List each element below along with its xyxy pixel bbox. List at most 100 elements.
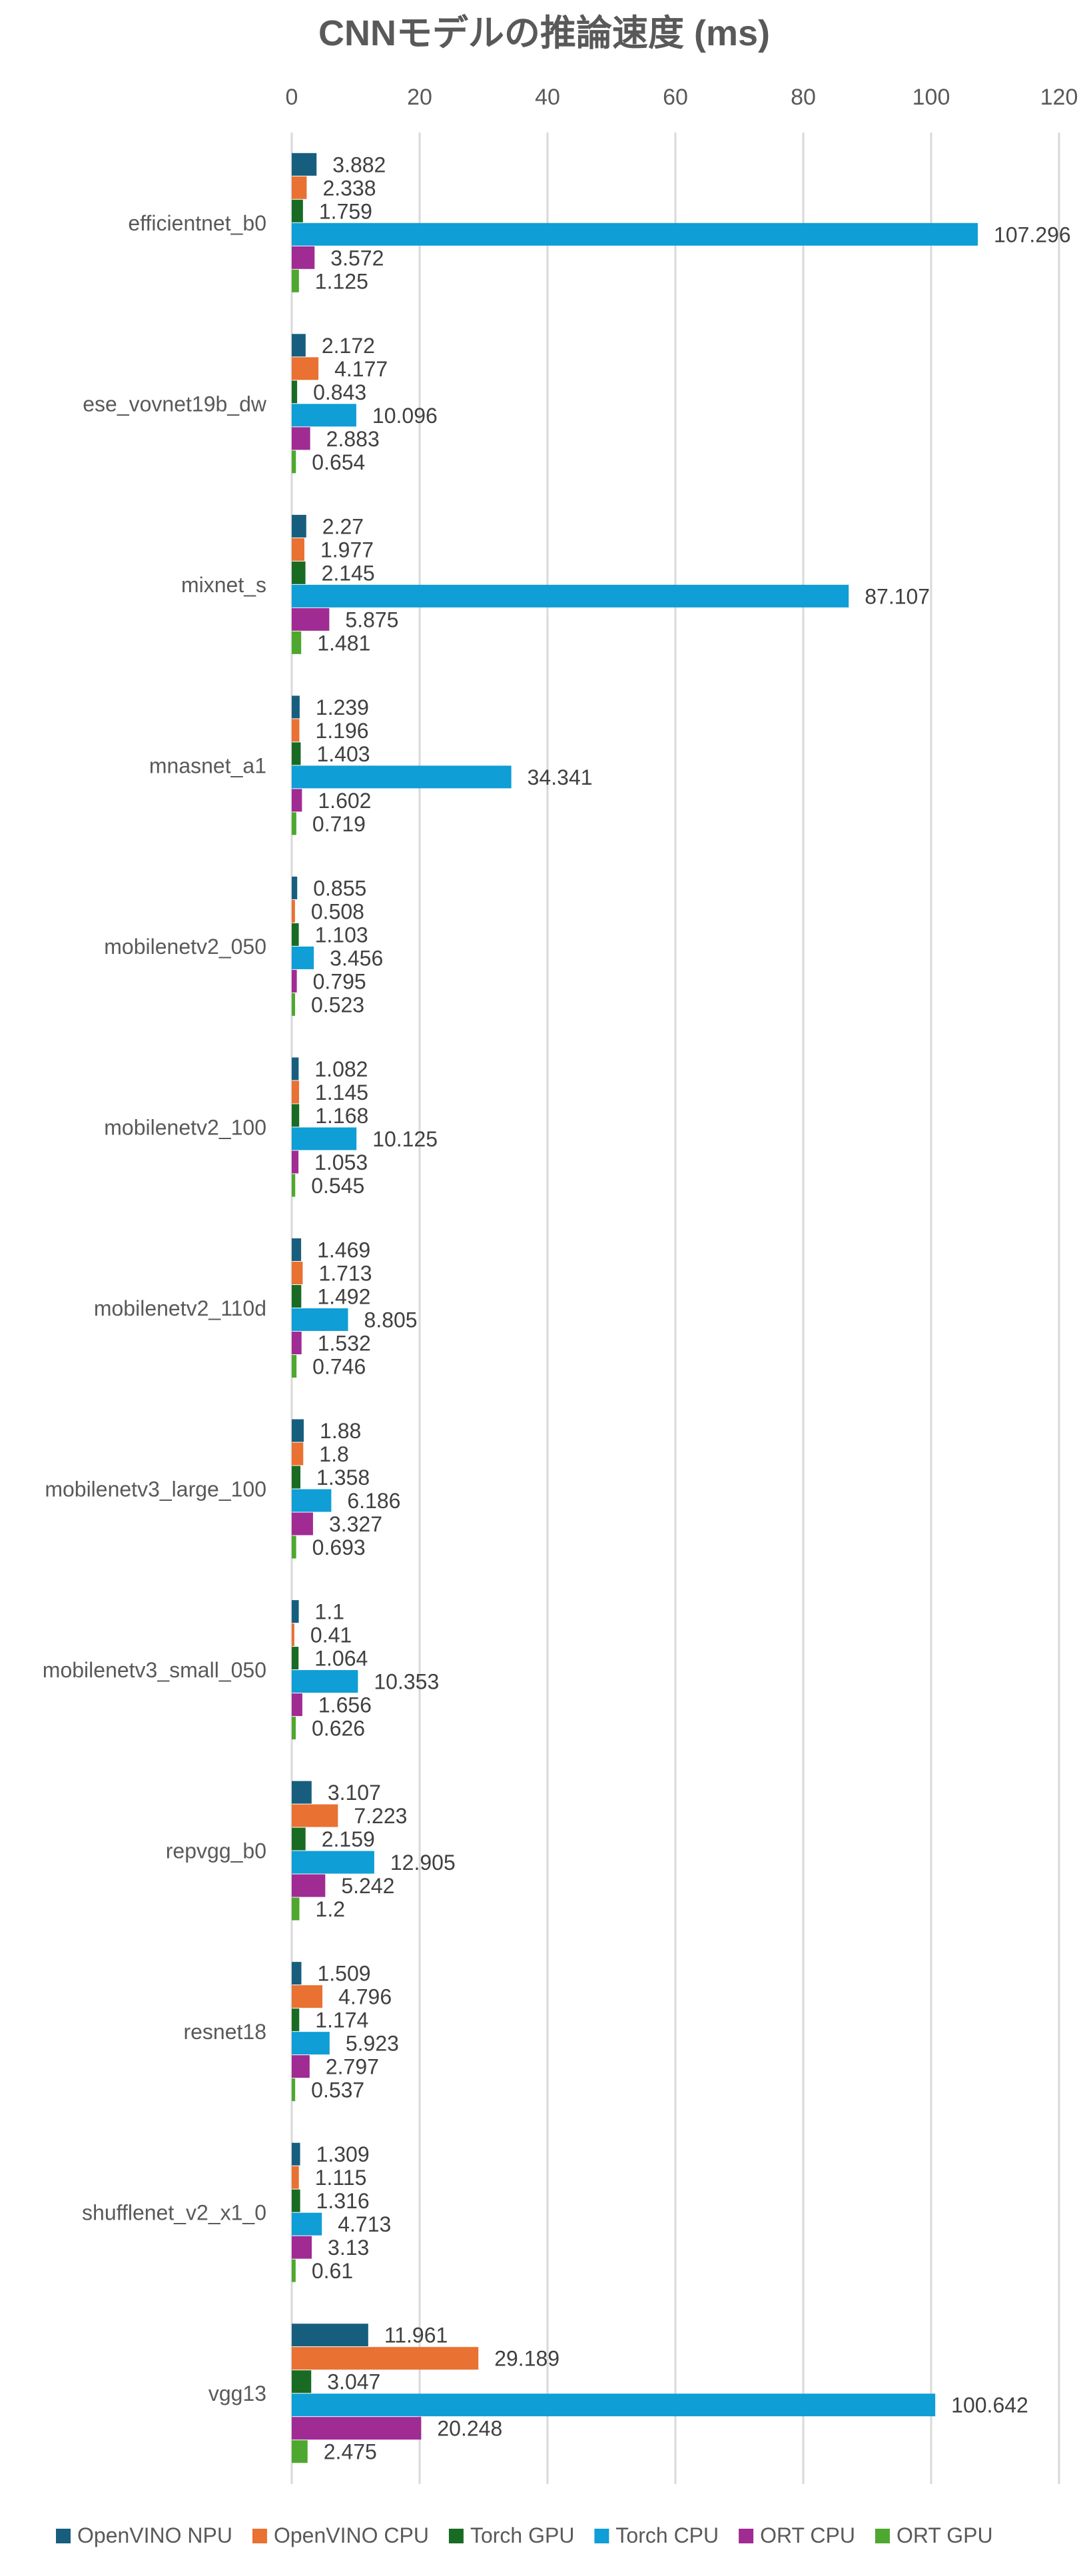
bar — [292, 1512, 313, 1535]
bar — [292, 1600, 299, 1623]
bar — [292, 2370, 312, 2393]
x-tick-label: 80 — [791, 85, 816, 110]
bar — [292, 584, 849, 608]
x-tick-label: 20 — [407, 85, 432, 110]
bar — [292, 199, 303, 222]
bar — [292, 538, 304, 561]
data-label: 2.797 — [326, 2055, 379, 2079]
bar — [292, 1285, 302, 1308]
bar — [292, 1104, 300, 1127]
bar — [292, 1670, 358, 1693]
data-label: 0.855 — [313, 876, 366, 900]
data-label: 3.327 — [329, 1512, 382, 1536]
data-label: 1.053 — [314, 1150, 368, 1174]
bar — [292, 2417, 422, 2440]
bar — [292, 514, 306, 538]
legend-label: ORT CPU — [760, 2523, 855, 2547]
data-label: 1.196 — [315, 719, 368, 743]
data-label: 10.353 — [374, 1670, 439, 1694]
bar — [292, 427, 310, 450]
data-label: 1.403 — [316, 742, 370, 766]
legend-swatch — [56, 2529, 71, 2543]
data-label: 10.096 — [372, 404, 438, 428]
x-tick-label: 120 — [1040, 85, 1078, 110]
category-label: ese_vovnet19b_dw — [83, 392, 267, 416]
data-label: 5.923 — [346, 2032, 399, 2056]
data-label: 0.719 — [312, 812, 366, 836]
data-label: 11.961 — [384, 2324, 448, 2348]
x-tick-label: 60 — [663, 85, 688, 110]
bar — [292, 1080, 299, 1104]
chart-title: CNNモデルの推論速度 (ms) — [318, 13, 770, 53]
bar — [292, 1851, 374, 1874]
category-label: mobilenetv2_100 — [104, 1115, 266, 1139]
data-label: 6.186 — [347, 1489, 400, 1513]
bar — [292, 450, 296, 474]
bar — [292, 1647, 299, 1670]
bar — [292, 1238, 302, 1261]
category-label: mobilenetv2_110d — [94, 1296, 266, 1320]
category-label: mobilenetv3_large_100 — [45, 1478, 266, 1502]
bar — [292, 1355, 297, 1378]
data-label: 4.177 — [334, 357, 388, 381]
data-label: 8.805 — [364, 1308, 418, 1332]
data-label: 1.759 — [319, 199, 372, 223]
bar — [292, 561, 306, 584]
data-label: 5.875 — [345, 608, 398, 632]
legend-label: ORT GPU — [897, 2523, 993, 2547]
bar — [292, 2008, 300, 2032]
data-label: 1.309 — [316, 2142, 370, 2166]
category-label: repvgg_b0 — [166, 1839, 266, 1863]
bar — [292, 176, 307, 199]
bar — [292, 1535, 296, 1559]
bar — [292, 1874, 326, 1897]
gridlines — [290, 133, 1060, 2484]
bar — [292, 765, 512, 789]
bar — [292, 222, 978, 246]
data-label: 2.27 — [322, 514, 364, 538]
data-label: 2.159 — [322, 1827, 375, 1851]
data-label: 4.713 — [338, 2212, 391, 2236]
data-label: 1.082 — [314, 1057, 368, 1081]
bar — [292, 1897, 300, 1921]
bar — [292, 1827, 306, 1851]
x-tick-label: 40 — [535, 85, 560, 110]
data-label: 1.88 — [320, 1419, 361, 1443]
data-label: 0.654 — [312, 450, 365, 474]
data-label: 12.905 — [390, 1851, 456, 1875]
bar — [292, 357, 319, 380]
data-label: 1.064 — [314, 1647, 368, 1671]
bar — [292, 1985, 323, 2008]
data-label: 1.481 — [317, 631, 370, 655]
legend-label: Torch GPU — [470, 2523, 574, 2547]
data-label: 1.713 — [318, 1262, 372, 1286]
data-label: 0.41 — [310, 1623, 352, 1647]
data-label: 3.107 — [328, 1781, 381, 1805]
bar — [292, 1174, 296, 1197]
data-label: 1.2 — [316, 1897, 345, 1921]
data-label: 29.189 — [494, 2347, 559, 2371]
bar — [292, 2347, 479, 2370]
data-label: 2.338 — [322, 176, 376, 200]
bar — [292, 1489, 332, 1512]
legend-swatch — [448, 2529, 464, 2543]
bar — [292, 789, 302, 812]
data-label: 107.296 — [994, 222, 1071, 246]
bar — [292, 2166, 299, 2189]
legend: OpenVINO NPU OpenVINO CPU Torch GPU Torch C… — [56, 2523, 993, 2547]
bar — [292, 1419, 304, 1442]
data-label: 0.537 — [311, 2078, 364, 2102]
bar — [292, 380, 298, 404]
data-label: 1.115 — [315, 2166, 367, 2190]
bar — [292, 2440, 308, 2463]
data-label: 0.843 — [313, 380, 366, 404]
bar — [292, 2142, 300, 2166]
category-label: resnet18 — [183, 2020, 266, 2044]
bar — [292, 246, 315, 269]
bar — [292, 923, 299, 946]
bar — [292, 946, 314, 969]
bar — [292, 695, 300, 719]
legend-swatch — [875, 2529, 890, 2543]
data-label: 1.1 — [315, 1600, 344, 1624]
